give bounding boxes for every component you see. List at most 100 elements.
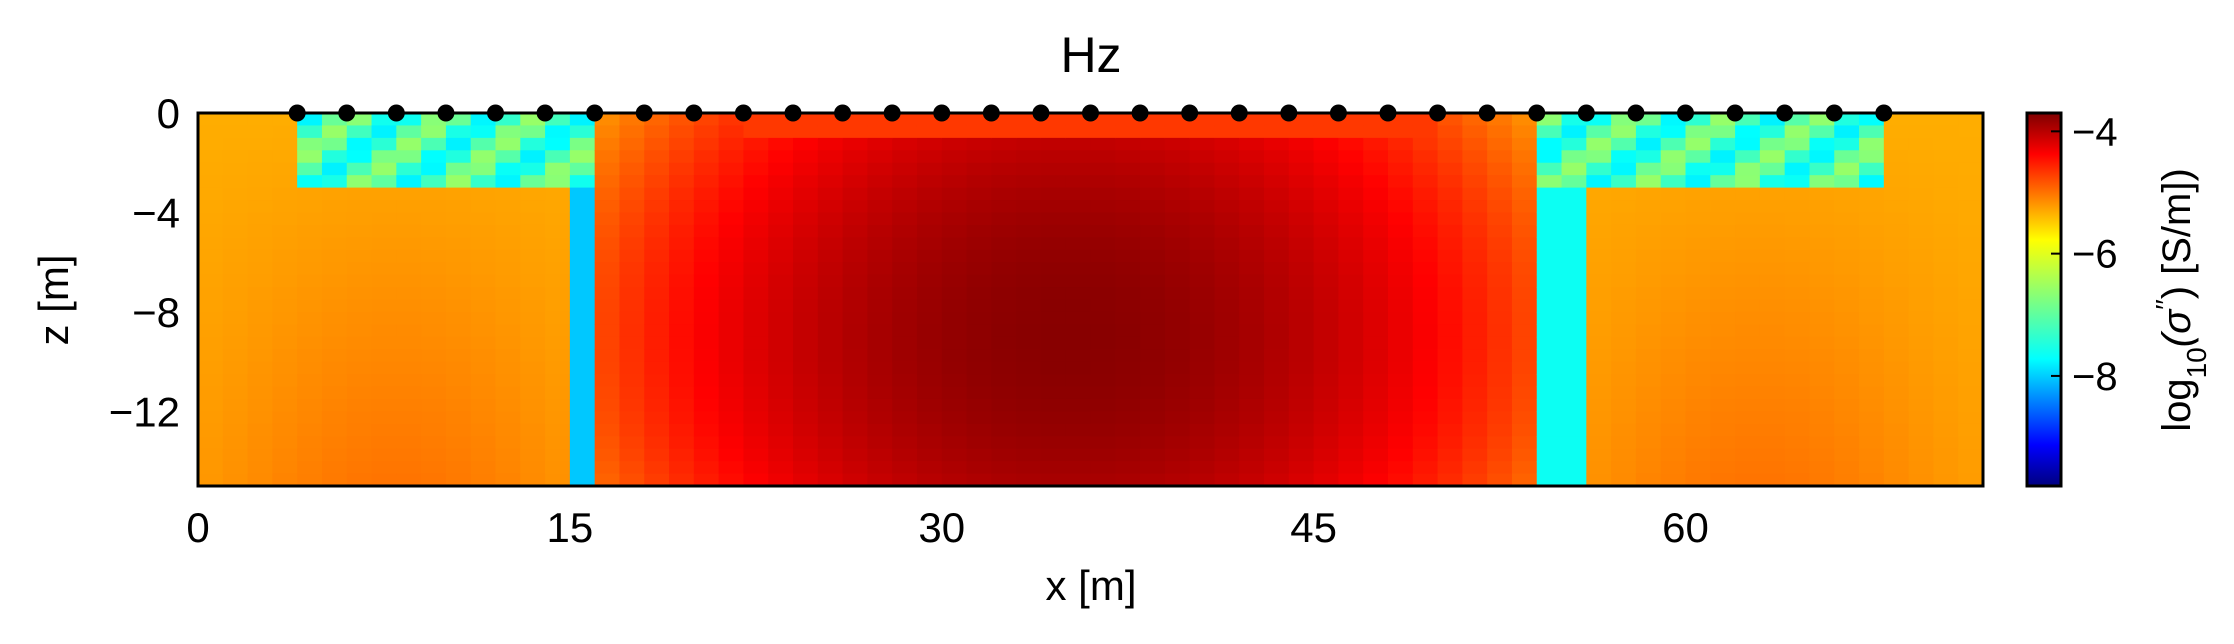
heatmap-cell — [1933, 461, 1959, 475]
heatmap-cell — [768, 287, 794, 301]
heatmap-cell — [892, 448, 918, 462]
heatmap-cell — [1338, 125, 1364, 139]
heatmap-cell — [892, 187, 918, 201]
heatmap-cell — [991, 162, 1017, 176]
heatmap-cell — [1437, 212, 1463, 226]
heatmap-cell — [1090, 175, 1116, 189]
heatmap-cell — [421, 212, 447, 226]
heatmap-cell — [1437, 473, 1463, 487]
heatmap-cell — [693, 299, 720, 313]
heatmap-cell — [1412, 448, 1439, 462]
heatmap-cell — [1586, 299, 1612, 313]
heatmap-cell — [743, 361, 769, 375]
heatmap-cell — [1735, 436, 1761, 450]
heatmap-cell — [1437, 349, 1463, 363]
heatmap-cell — [569, 162, 596, 176]
heatmap-cell — [1586, 224, 1612, 238]
heatmap-cell — [1784, 336, 1811, 350]
heatmap-cell — [1735, 137, 1761, 151]
heatmap-cell — [545, 448, 571, 462]
heatmap-cell — [1264, 249, 1290, 263]
heatmap-cell — [842, 224, 868, 238]
heatmap-cell — [495, 200, 521, 214]
heatmap-cell — [1511, 336, 1538, 350]
heatmap-cell — [718, 398, 745, 412]
heatmap-cell — [1040, 287, 1067, 301]
heatmap-cell — [966, 262, 992, 276]
heatmap-cell — [198, 175, 224, 189]
heatmap-cell — [1561, 274, 1587, 288]
heatmap-cell — [1759, 398, 1786, 412]
heatmap-cell — [1586, 287, 1612, 301]
heatmap-cell — [1412, 287, 1439, 301]
heatmap-cell — [867, 461, 893, 475]
heatmap-cell — [867, 336, 893, 350]
heatmap-cell — [1412, 162, 1439, 176]
heatmap-cell — [222, 411, 249, 425]
heatmap-cell — [1239, 249, 1265, 263]
heatmap-cell — [966, 461, 992, 475]
heatmap-cell — [1189, 411, 1216, 425]
heatmap-cell — [892, 262, 918, 276]
heatmap-cell — [198, 336, 224, 350]
heatmap-cell — [1561, 187, 1587, 201]
heatmap-cell — [1759, 137, 1786, 151]
heatmap-cell — [966, 212, 992, 226]
heatmap-cell — [247, 349, 273, 363]
heatmap-cell — [817, 249, 844, 263]
heatmap-cell — [1388, 448, 1414, 462]
heatmap-cell — [569, 287, 596, 301]
heatmap-cell — [594, 125, 621, 139]
heatmap-cell — [768, 150, 794, 164]
heatmap-cell — [569, 461, 596, 475]
heatmap-cell — [346, 311, 373, 325]
heatmap-cell — [1214, 175, 1240, 189]
heatmap-cell — [817, 311, 844, 325]
heatmap-cell — [817, 411, 844, 425]
heatmap-cell — [1214, 448, 1240, 462]
heatmap-cell — [1140, 349, 1166, 363]
heatmap-cell — [247, 287, 273, 301]
heatmap-cell — [445, 411, 472, 425]
heatmap-cell — [1189, 224, 1216, 238]
heatmap-cell — [222, 212, 249, 226]
heatmap-cell — [669, 125, 695, 139]
heatmap-cell — [222, 398, 249, 412]
heatmap-cell — [247, 311, 273, 325]
heatmap-cell — [1784, 262, 1811, 276]
heatmap-cell — [966, 374, 992, 388]
heatmap-cell — [470, 361, 497, 375]
heatmap-cell — [222, 311, 249, 325]
heatmap-cell — [1388, 224, 1414, 238]
heatmap-cell — [1388, 311, 1414, 325]
heatmap-cell — [1685, 398, 1711, 412]
heatmap-cell — [1437, 287, 1463, 301]
heatmap-cell — [1883, 336, 1910, 350]
heatmap-cell — [991, 374, 1017, 388]
colorbar-tick-label: −6 — [2072, 233, 2118, 277]
heatmap-cell — [1834, 175, 1860, 189]
heatmap-cell — [1908, 113, 1935, 127]
heatmap-cell — [321, 324, 348, 338]
heatmap-cell — [1016, 374, 1042, 388]
heatmap-cell — [297, 423, 323, 437]
heatmap-cell — [867, 187, 893, 201]
heatmap-cell — [1115, 374, 1141, 388]
electrode-point — [883, 104, 901, 122]
heatmap-cell — [371, 361, 397, 375]
heatmap-cell — [495, 311, 521, 325]
heatmap-cell — [297, 287, 323, 301]
heatmap-cell — [520, 175, 546, 189]
heatmap-cell — [198, 299, 224, 313]
heatmap-cell — [445, 361, 472, 375]
heatmap-cell — [1511, 150, 1538, 164]
heatmap-cell — [1363, 448, 1389, 462]
heatmap-cell — [1536, 187, 1563, 201]
heatmap-cell — [594, 237, 621, 251]
heatmap-cell — [1016, 125, 1042, 139]
electrode-point — [685, 104, 703, 122]
heatmap-cell — [1239, 324, 1265, 338]
heatmap-cell — [222, 448, 249, 462]
heatmap-cell — [1313, 398, 1340, 412]
heatmap-cell — [272, 200, 298, 214]
